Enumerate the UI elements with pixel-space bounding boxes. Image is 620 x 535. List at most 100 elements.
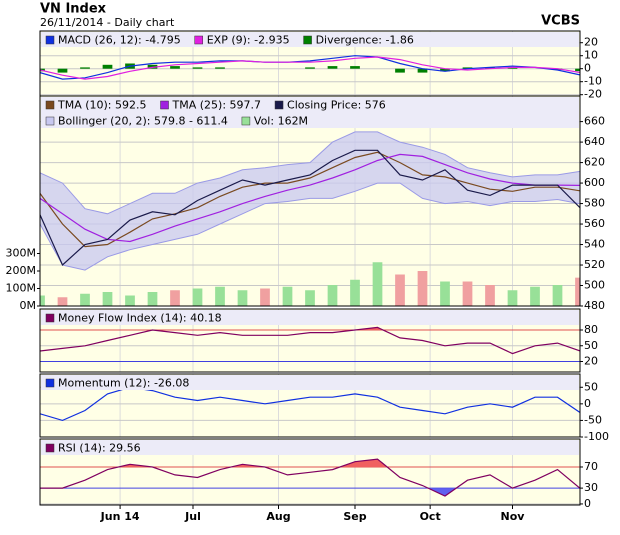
line [40,149,580,267]
x-tick-label: Oct [420,510,441,523]
volume-bar [125,295,135,306]
y-tick-label: 50 [584,380,598,393]
y-tick-label: 70 [584,460,598,473]
x-tick-label: Nov [501,510,526,523]
legend-background [41,97,579,128]
legend-item: Bollinger (20, 2): 579.8 - 611.4 [45,115,228,128]
legend-item: Momentum (12): -26.08 [45,377,189,390]
line [40,56,580,80]
divergence-bar [350,66,360,69]
volume-bar [237,290,248,306]
legend-label: Divergence: -1.86 [316,34,414,47]
volume-bar [350,279,360,306]
legend-swatch [274,100,284,110]
y-tick-label: -20 [584,88,602,101]
y-tick-label: 10 [584,49,598,62]
divergence-bar [192,67,203,69]
x-tick-label: Aug [266,510,290,523]
y-tick-label: 580 [584,197,605,210]
y-tick-label: 520 [584,258,605,271]
y-tick-label: 30 [584,481,598,494]
legend: Money Flow Index (14): 40.18 [41,310,579,325]
y-tick-label: 540 [584,238,605,251]
volume-bar [395,274,405,306]
volume-bar [305,290,315,306]
legend: TMA (10): 592.5 TMA (25): 597.7 Closing Pr… [41,97,579,128]
divergence-bar [215,67,225,69]
volume-bar [215,286,225,306]
legend-item: TMA (10): 592.5 [45,99,147,112]
y-tick-label: 640 [584,135,605,148]
volume-bar [372,262,383,306]
legend-label: Closing Price: 576 [287,99,386,112]
volume-bar [170,290,180,306]
legend-label: Momentum (12): -26.08 [58,377,189,390]
y2-tick-label: 0M [20,299,37,312]
y-tick-label: 0 [584,397,591,410]
divergence-bar [147,64,158,69]
volume-bar [485,285,495,306]
volume-bar [327,285,338,306]
legend-background [41,440,579,455]
legend-swatch [45,443,55,453]
divergence-bar [170,66,180,69]
x-tick-label: Jun 14 [100,510,140,523]
line [40,55,580,80]
legend-label: Vol: 162M [254,115,308,128]
legend-item: Vol: 162M [241,115,308,128]
divergence-bar [417,68,428,73]
x-tick-label: Sep [343,510,366,523]
volume-bar [260,288,270,306]
panel-frame [39,95,581,307]
divergence-bar [57,68,68,73]
divergence-bar [462,67,473,69]
divergence-bar [327,66,338,69]
chart-subtitle: 26/11/2014 - Daily chart [40,16,175,29]
y-tick-label: 0 [584,62,591,75]
legend-label: Bollinger (20, 2): 579.8 - 611.4 [58,115,228,128]
legend-swatch [194,35,203,45]
volume-bar [282,286,293,306]
volume-bar [417,271,428,306]
divergence-bar [395,68,405,73]
volume-bar [40,295,45,306]
x-tick-label: Jul [184,510,201,523]
legend-label: EXP (9): -2.935 [207,34,290,47]
line [40,153,580,243]
legend-label: Money Flow Index (14): 40.18 [58,312,222,325]
volume-bar [147,292,158,306]
y-tick-label: -100 [584,430,609,443]
legend-item: EXP (9): -2.935 [194,34,290,47]
y-tick-label: 0 [584,497,591,510]
divergence-bar [80,67,90,69]
line [40,151,580,248]
legend-background [41,375,579,390]
volume-bar [575,277,580,306]
legend: MACD (26, 12): -4.795 EXP (9): -2.935 Dive… [41,32,579,47]
volume-bar [192,288,203,306]
legend-swatch [45,35,55,45]
volume-bar [80,293,90,306]
volume-bar [102,292,113,306]
legend-swatch [160,100,169,110]
volume-bar [552,285,563,306]
legend: RSI (14): 29.56 [41,440,579,455]
divergence-bar [552,68,563,70]
y-tick-label: -50 [584,413,602,426]
divergence-bar [440,68,450,72]
legend-background [41,310,579,325]
volume-bar [440,281,450,306]
volume-bar [530,286,540,306]
legend-swatch [45,313,55,323]
y-tick-label: 600 [584,176,605,189]
legend-label: TMA (25): 597.7 [172,99,262,112]
divergence-bar [575,68,580,72]
y2-tick-label: 200M [6,264,37,277]
panel-frame [39,308,581,373]
chart-title: VN Index [40,2,107,17]
legend-swatch [45,116,55,126]
legend: Momentum (12): -26.08 [41,375,579,390]
legend-item: Closing Price: 576 [274,99,386,112]
y-tick-label: 80 [584,323,598,336]
